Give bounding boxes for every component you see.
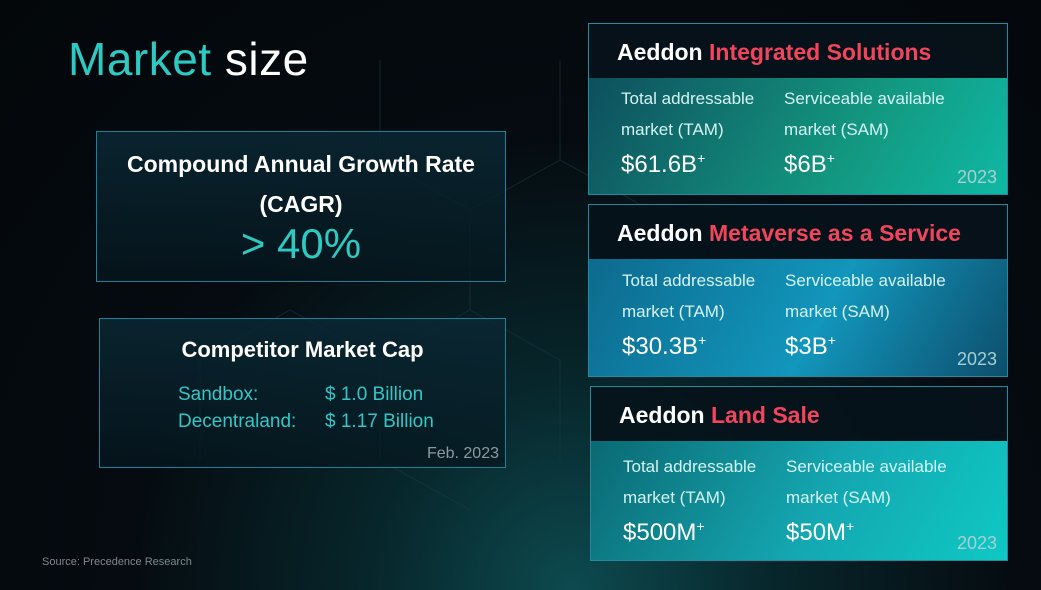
sam-value: $3B+ [785, 332, 836, 360]
page-title-rest: size [211, 33, 309, 85]
tam-value: $500M+ [623, 518, 705, 546]
market-card-metaverse-as-a-service: Aeddon Metaverse as a Service Total addr… [588, 204, 1008, 377]
competitor-row: Decentraland: $ 1.17 Billion [178, 408, 505, 435]
card-year: 2023 [956, 533, 997, 553]
card-brand: Aeddon [617, 220, 703, 246]
competitor-panel: Competitor Market Cap Sandbox: $ 1.0 Bil… [99, 318, 506, 468]
competitor-list: Sandbox: $ 1.0 Billion Decentraland: $ 1… [178, 381, 505, 435]
tam-column: Total addressable market (TAM) $61.6B+ [621, 83, 771, 179]
card-product: Integrated Solutions [709, 39, 932, 65]
page-title: Market size [68, 32, 309, 86]
card-header: Aeddon Metaverse as a Service [589, 205, 1007, 259]
competitor-name: Sandbox: [178, 384, 259, 405]
tam-value: $61.6B+ [621, 150, 706, 178]
market-card-land-sale: Aeddon Land Sale Total addressable marke… [590, 386, 1008, 561]
tam-value: $30.3B+ [622, 332, 707, 360]
page-title-accent: Market [68, 33, 212, 85]
tam-label: Total addressable market (TAM) [621, 89, 755, 139]
tam-column: Total addressable market (TAM) $30.3B+ [622, 265, 772, 361]
card-year: 2023 [956, 167, 997, 187]
competitor-name: Decentraland: [178, 411, 297, 432]
sam-label: Serviceable available market (SAM) [786, 457, 947, 507]
card-product: Metaverse as a Service [709, 220, 961, 246]
cagr-panel: Compound Annual Growth Rate (CAGR) > 40% [96, 131, 506, 282]
competitor-date: Feb. 2023 [426, 445, 499, 462]
sam-label: Serviceable available market (SAM) [785, 271, 946, 321]
card-body: Total addressable market (TAM) $61.6B+ S… [589, 78, 1007, 194]
sam-value: $6B+ [784, 150, 835, 178]
card-body: Total addressable market (TAM) $500M+ Se… [591, 441, 1007, 560]
sam-column: Serviceable available market (SAM) $50M+ [786, 451, 976, 547]
card-product: Land Sale [711, 402, 820, 428]
cagr-label: Compound Annual Growth Rate (CAGR) [127, 151, 475, 217]
card-brand: Aeddon [619, 402, 705, 428]
tam-column: Total addressable market (TAM) $500M+ [623, 451, 773, 547]
card-brand: Aeddon [617, 39, 703, 65]
source-note: Source: Precedence Research [42, 556, 192, 568]
cagr-value: > 40% [240, 220, 362, 267]
card-header: Aeddon Land Sale [591, 387, 1007, 441]
sam-column: Serviceable available market (SAM) $3B+ [785, 265, 975, 361]
card-header: Aeddon Integrated Solutions [589, 24, 1007, 78]
card-year: 2023 [956, 349, 997, 369]
sam-label: Serviceable available market (SAM) [784, 89, 945, 139]
market-card-integrated-solutions: Aeddon Integrated Solutions Total addres… [588, 23, 1008, 195]
sam-column: Serviceable available market (SAM) $6B+ [784, 83, 974, 179]
competitor-title: Competitor Market Cap [181, 337, 424, 362]
competitor-value: $ 1.17 Billion [325, 411, 434, 432]
competitor-value: $ 1.0 Billion [325, 384, 424, 405]
sam-value: $50M+ [786, 518, 855, 546]
tam-label: Total addressable market (TAM) [622, 271, 756, 321]
card-body: Total addressable market (TAM) $30.3B+ S… [589, 259, 1007, 376]
competitor-row: Sandbox: $ 1.0 Billion [178, 381, 505, 408]
tam-label: Total addressable market (TAM) [623, 457, 757, 507]
